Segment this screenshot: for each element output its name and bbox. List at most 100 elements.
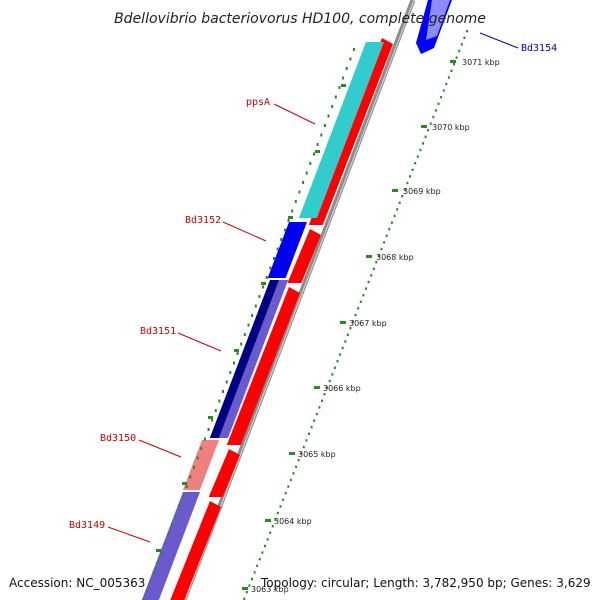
inner-tick-dot [243,333,246,336]
map-title: Bdellovibrio bacteriovorus HD100, comple… [114,11,486,27]
outer-tick-dot [269,531,272,534]
inner-tick-dot [240,342,243,346]
outer-tick-dot [442,89,445,92]
inner-tick-dot [309,162,312,165]
outer-tick-dot [346,333,349,336]
inner-tick-dot [287,219,290,222]
inner-tick-dot [258,295,261,298]
outer-tick-major [340,321,346,324]
outer-tick-dot [434,109,437,112]
outer-tick-dot [398,201,401,204]
rev-gene-bd3150[interactable] [182,440,219,490]
outer-tick-dot [284,492,287,495]
scale-label: 3064 kbp [274,517,312,526]
inner-tick-dot [345,67,348,70]
scale-label: 3065 kbp [298,450,336,459]
gene-bd3154[interactable] [416,0,452,54]
inner-tick-major [288,216,293,219]
outer-tick-dot [245,591,248,594]
fwd-gene-3[interactable] [226,287,300,445]
accession-text: Accession: NC_005363 [9,576,145,590]
outer-tick-dot [344,340,347,343]
outer-tick-dot [264,544,266,548]
genome-backbone [181,0,416,600]
outer-tick-dot [266,538,269,541]
outer-tick-dot [357,307,360,310]
leader-line-bd3152 [222,221,267,242]
outer-tick-dot [390,221,393,224]
scale-label: 3069 kbp [403,187,441,196]
outer-tick-dot [414,162,417,165]
inner-tick-dot [353,48,355,51]
inner-tick-dot [334,95,337,99]
inner-tick-dot [156,561,159,564]
outer-tick-major [289,452,295,455]
topology-text: Topology: circular; Length: 3,782,950 bp… [260,576,591,590]
inner-tick-dot [327,114,330,118]
inner-tick-dot [160,551,163,555]
outer-tick-dot [282,498,285,501]
outer-tick-major [314,386,320,389]
outer-tick-dot [279,505,282,508]
inner-tick-major [208,416,213,419]
outer-tick-dot [333,366,336,369]
reverse-strand-genes [141,42,384,600]
gene-label-ppsa[interactable]: ppsA [246,97,270,108]
inner-tick-dot [192,466,195,469]
inner-tick-major [234,349,239,352]
outer-tick-dot [385,234,388,237]
outer-tick-dot [315,412,318,416]
inner-tick-dot [273,257,275,260]
fwd-gene-4[interactable] [208,449,240,497]
inner-tick-dot [254,304,257,308]
outer-tick-dot [450,69,453,72]
gene-label-bd3154[interactable]: Bd3154 [521,43,557,54]
outer-tick-major [366,255,372,258]
outer-tick-dot [367,280,370,284]
inner-tick-dot [265,276,268,279]
fwd-gene-2[interactable] [287,229,321,283]
gene-label-bd3150[interactable]: Bd3150 [100,433,136,444]
inner-tick-dot [196,456,199,460]
outer-tick-dot [401,195,404,198]
inner-tick-dot [305,171,308,175]
outer-tick-dot [453,63,455,66]
inner-tick-dot [149,580,152,583]
outer-tick-dot [243,597,246,600]
outer-tick-dot [447,76,450,79]
inner-tick-dot [174,513,177,517]
rev-gene-bd3149[interactable] [141,492,200,600]
outer-tick-dot [380,247,383,251]
outer-tick-dot [460,43,463,46]
outer-tick-dot [295,465,298,468]
rev-gene-bd3151-light[interactable] [218,280,288,438]
outer-tick-dot [251,577,253,581]
outer-tick-dot [365,287,367,290]
outer-tick-major [242,587,248,590]
outer-tick-dot [411,168,414,171]
inner-tick-major [156,549,161,552]
inner-tick-dot [233,361,235,365]
outer-tick-dot [427,129,430,132]
inner-tick-dot [211,418,214,422]
outer-tick-dot [416,155,419,158]
rev-gene-ppsa[interactable] [298,42,384,218]
outer-tick-dot [377,254,380,257]
gene-label-bd3152[interactable]: Bd3152 [185,215,221,226]
inner-tick-dot [207,428,210,431]
inner-tick-dot [294,200,297,203]
scale-label: 3063 kbp [251,585,289,594]
gene-label-bd3151[interactable]: Bd3151 [140,326,176,337]
inner-tick-dot [203,437,206,441]
fwd-gene-5[interactable] [170,501,221,600]
gene-bd3154-highlight [426,0,450,40]
inner-tick-dot [251,314,254,317]
outer-tick-dot [455,56,458,59]
gene-label-bd3149[interactable]: Bd3149 [69,520,105,531]
outer-tick-dot [422,142,424,145]
inner-tick-dot [262,285,265,289]
rev-gene-bd3152[interactable] [267,222,307,278]
outer-tick-dot [437,102,440,105]
forward-strand-genes [170,38,393,600]
outer-tick-dot [440,96,443,99]
